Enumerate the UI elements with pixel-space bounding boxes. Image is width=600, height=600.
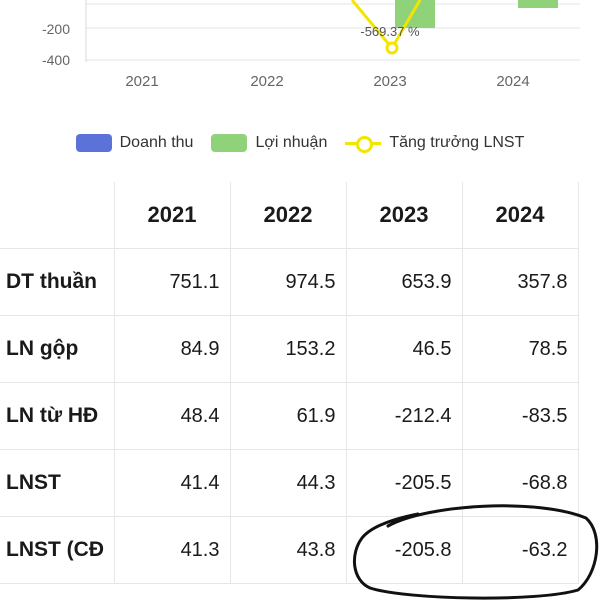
column-header-2022: 2022 (229, 182, 347, 249)
growth-annotation: -569.37 % (360, 24, 420, 39)
profit-bar-2023 (395, 0, 435, 28)
table-cell: 653.9 (345, 248, 463, 316)
table-row: LNST 41.4 44.3 -205.5 -68.8 (0, 449, 579, 517)
table-cell: 78.5 (461, 315, 579, 383)
table-cell: 44.3 (229, 449, 347, 517)
table-corner-cell (0, 182, 115, 249)
legend-item-revenue[interactable]: Doanh thu (75, 134, 194, 152)
legend-swatch-profit (211, 134, 248, 152)
table-cell: -83.5 (461, 382, 579, 450)
legend-item-growth[interactable]: Tăng trưởng LNST (345, 134, 525, 153)
table-cell: 46.5 (345, 315, 463, 383)
table-cell: -63.2 (461, 516, 579, 584)
legend-label-profit: Lợi nhuận (255, 134, 328, 151)
x-label-2024: 2024 (496, 73, 529, 90)
x-label-2021: 2021 (125, 73, 158, 90)
table-cell: -205.8 (345, 516, 463, 584)
table-cell: 751.1 (113, 248, 231, 316)
row-label-lnst-cd: LNST (CĐ (0, 516, 115, 584)
legend-item-profit[interactable]: Lợi nhuận (211, 134, 327, 152)
table-row: DT thuần 751.1 974.5 653.9 357.8 (0, 248, 579, 316)
x-label-2022: 2022 (250, 73, 283, 90)
legend-label-growth: Tăng trưởng LNST (389, 134, 525, 151)
row-label-dt-thuan: DT thuần (0, 248, 115, 316)
row-label-ln-gop: LN gộp (0, 315, 115, 383)
table-cell: 357.8 (461, 248, 579, 316)
legend-growth-dot (356, 136, 374, 153)
chart-svg: -200 -400 -569.37 % 2021 2022 2023 2024 (42, 0, 580, 90)
table-header-row: 2021 2022 2023 2024 (0, 182, 579, 249)
table-cell: 974.5 (229, 248, 347, 316)
row-label-ln-tu-hd: LN từ HĐ (0, 382, 115, 450)
table-row: LN gộp 84.9 153.2 46.5 78.5 (0, 315, 579, 383)
table-cell: 48.4 (113, 382, 231, 450)
column-header-2024: 2024 (461, 182, 579, 249)
growth-point-2023 (385, 41, 399, 55)
column-header-2021: 2021 (113, 182, 231, 249)
financial-table: 2021 2022 2023 2024 DT thuần 751.1 974.5… (0, 182, 579, 584)
legend-swatch-growth (345, 134, 382, 153)
y-tick-minus200: -200 (42, 21, 70, 37)
y-tick-minus400: -400 (42, 52, 70, 68)
table-cell: 61.9 (229, 382, 347, 450)
table-row: LN từ HĐ 48.4 61.9 -212.4 -83.5 (0, 382, 579, 450)
table-cell: 153.2 (229, 315, 347, 383)
x-label-2023: 2023 (373, 73, 406, 90)
legend-swatch-revenue (75, 134, 112, 152)
table-cell: -68.8 (461, 449, 579, 517)
row-label-lnst: LNST (0, 449, 115, 517)
table-cell: 41.4 (113, 449, 231, 517)
table-cell: 84.9 (113, 315, 231, 383)
chart-legend: Doanh thu Lợi nhuận Tăng trưởng LNST (0, 126, 600, 160)
profit-bar-2024 (518, 0, 558, 8)
table-cell: -212.4 (345, 382, 463, 450)
column-header-2023: 2023 (345, 182, 463, 249)
legend-label-revenue: Doanh thu (119, 134, 194, 151)
table-cell: 41.3 (113, 516, 231, 584)
table-cell: 43.8 (229, 516, 347, 584)
chart-area: -200 -400 -569.37 % 2021 2022 2023 2024 (0, 0, 600, 110)
table-row: LNST (CĐ 41.3 43.8 -205.8 -63.2 (0, 516, 579, 584)
table-cell: -205.5 (345, 449, 463, 517)
